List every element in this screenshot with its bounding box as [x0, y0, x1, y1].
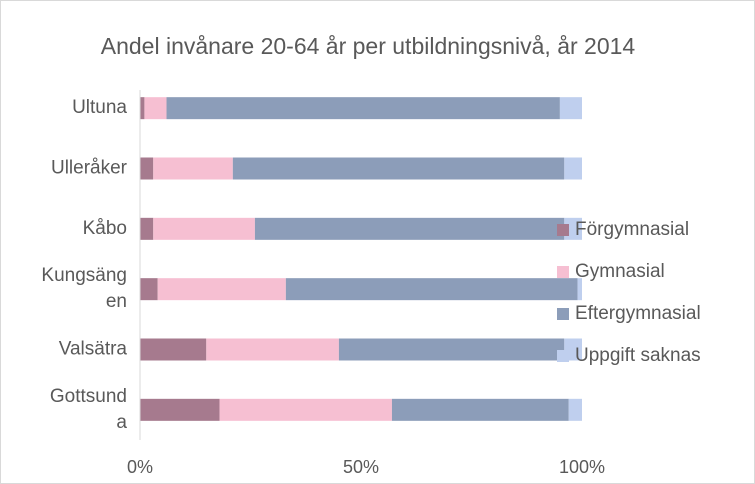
bar-segment: [140, 278, 158, 301]
legend-label: Gymnasial: [575, 261, 665, 282]
x-tick-label: 0%: [127, 457, 153, 477]
bar-segment: [140, 97, 145, 120]
bar-segment: [338, 338, 565, 361]
x-tick-label: 50%: [343, 457, 379, 477]
bar-segment: [391, 398, 569, 421]
y-tick-label: Ultuna: [72, 97, 127, 118]
legend-swatch: [557, 308, 569, 320]
bar-segment: [564, 157, 582, 180]
bar-segment: [140, 338, 207, 361]
bar-segment: [577, 278, 582, 301]
bar-segment: [254, 217, 565, 240]
chart-title: Andel invånare 20-64 år per utbildningsn…: [101, 33, 636, 59]
bar-segment: [157, 278, 286, 301]
legend-swatch: [557, 224, 569, 236]
bar-segment: [140, 157, 154, 180]
bar-segment: [144, 97, 167, 120]
bar-segment: [206, 338, 339, 361]
y-tick-label: Ulleråker: [51, 158, 128, 179]
bar-segment: [232, 157, 565, 180]
y-tick-label: Valsätra: [59, 339, 128, 360]
bar-segment: [166, 97, 560, 120]
legend-label: Förgymnasial: [575, 219, 689, 240]
legend-label: Uppgift saknas: [575, 345, 701, 366]
bar-segment: [153, 217, 255, 240]
y-tick-label: Kungsäng en: [41, 265, 127, 312]
legend-swatch: [557, 350, 569, 362]
bar-segment: [219, 398, 392, 421]
bar-segment: [140, 217, 154, 240]
legend-label: Eftergymnasial: [575, 303, 701, 324]
legend-swatch: [557, 266, 569, 278]
bar-segment: [568, 398, 582, 421]
bar-segment: [285, 278, 578, 301]
bar-segment: [140, 398, 220, 421]
x-tick-label: 100%: [559, 457, 605, 477]
bar-segment: [153, 157, 233, 180]
y-tick-label: Kåbo: [83, 218, 127, 239]
y-tick-label: Gottsund a: [50, 386, 128, 433]
bar-segment: [559, 97, 582, 120]
